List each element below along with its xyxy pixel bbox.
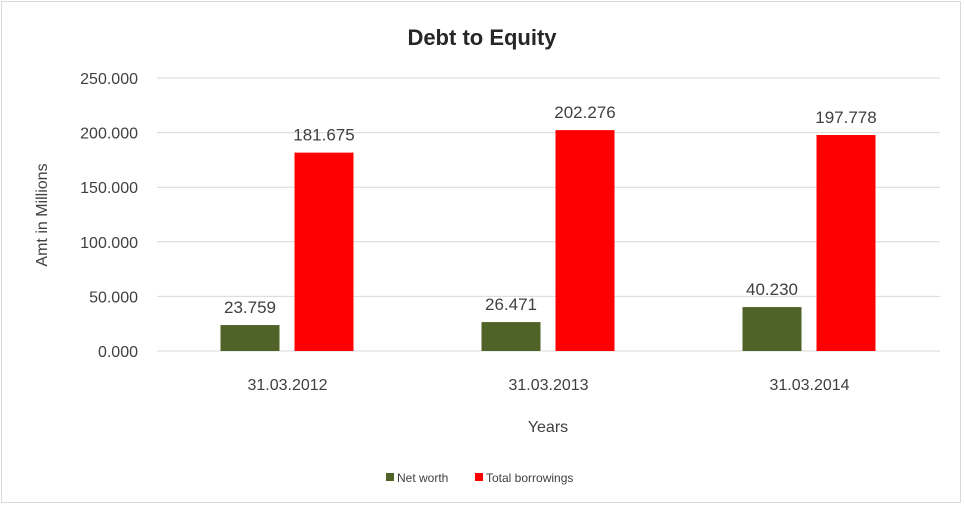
bar-net-worth [481,322,541,351]
bar-net-worth [742,307,802,351]
bar-total-borrowings [555,130,615,351]
data-label: 40.230 [746,280,798,299]
x-tick-label: 31.03.2014 [769,377,849,394]
legend-swatch [386,473,394,481]
chart-title: Debt to Equity [407,25,557,50]
y-tick-label: 0.000 [98,344,138,361]
y-tick-label: 250.000 [80,71,138,88]
bar-total-borrowings [816,135,876,351]
y-tick-label: 50.000 [89,289,138,306]
x-tick-label: 31.03.2013 [508,377,588,394]
legend-label: Net worth [397,471,448,485]
data-label: 26.471 [485,295,537,314]
y-axis-label: Amt in Millions [34,163,51,266]
x-tick-label: 31.03.2012 [247,377,327,394]
y-tick-label: 150.000 [80,180,138,197]
x-axis-label: Years [528,419,568,436]
data-label: 197.778 [815,108,876,127]
y-tick-label: 200.000 [80,126,138,143]
bar-total-borrowings [294,152,354,351]
y-tick-label: 100.000 [80,235,138,252]
data-label: 202.276 [554,103,615,122]
bar-net-worth [220,325,280,351]
data-label: 23.759 [224,298,276,317]
legend-label: Total borrowings [486,471,573,485]
legend-swatch [475,473,483,481]
data-label: 181.675 [293,126,354,145]
